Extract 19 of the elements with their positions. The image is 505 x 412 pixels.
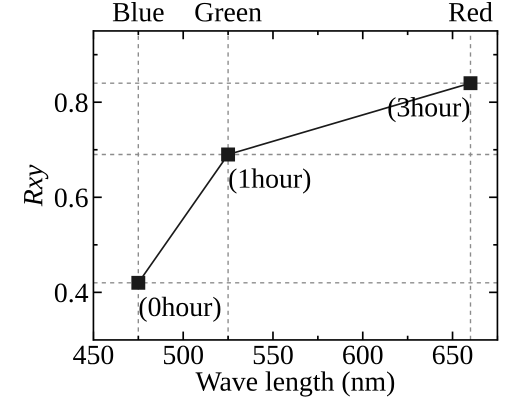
annotation: (1hour) (229, 168, 310, 194)
x-tick-label: 450 (73, 346, 114, 364)
point (131, 276, 146, 290)
annotation: (0hour) (140, 296, 220, 322)
ref-line-label: Blue (112, 2, 164, 22)
x-tick-label: 600 (343, 346, 383, 364)
ref-line-label: Green (195, 2, 262, 22)
x-tick-label: 500 (164, 346, 203, 364)
y-tick-label: 0.4 (54, 284, 88, 302)
annotation: (3hour) (388, 97, 470, 122)
y-tick-label: 0.8 (54, 93, 88, 112)
point (464, 76, 478, 90)
x-tick-label: 650 (432, 346, 472, 364)
x-tick-label: 550 (254, 346, 293, 364)
point (221, 148, 236, 162)
x-axis-title: Wave length (nm) (196, 371, 394, 397)
y-axis-title: Rxy (24, 164, 48, 206)
y-tick-label: 0.6 (54, 188, 88, 208)
ref-line-label: Red (448, 2, 493, 22)
